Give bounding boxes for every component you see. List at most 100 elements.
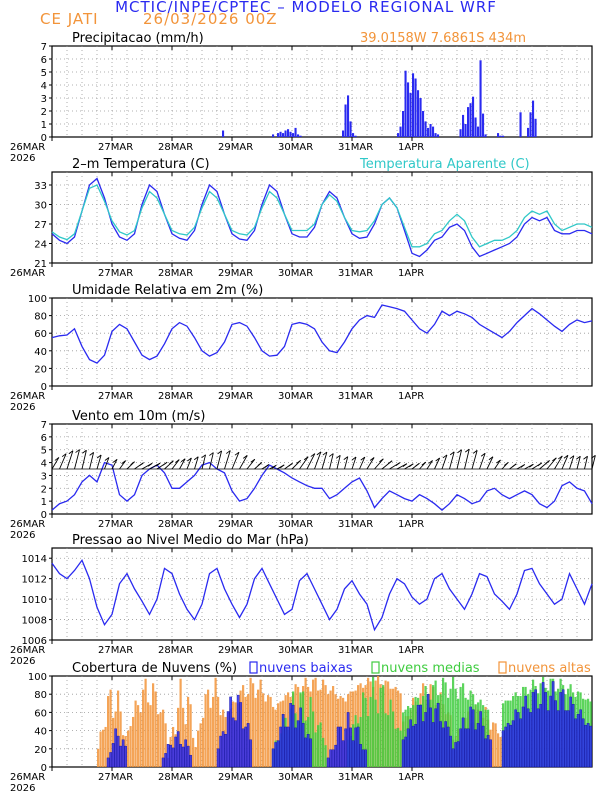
cloud-bar-nuvens-baixas — [284, 726, 287, 768]
wind-barb-feather — [428, 460, 433, 464]
cloud-bar-nuvens-altas — [497, 733, 500, 767]
wind-barb-feather — [112, 458, 118, 463]
precip-bar — [407, 82, 410, 137]
cloud-bar-nuvens-baixas — [536, 708, 540, 768]
wind-barb-feather — [147, 462, 153, 467]
precip-bar — [464, 124, 467, 137]
wind-barb — [576, 456, 581, 470]
wind-barb — [179, 458, 186, 470]
wind-barb-feather — [583, 455, 588, 460]
cloud-bar-nuvens-medias — [367, 716, 370, 767]
y-tick-label: 0 — [41, 510, 47, 521]
cloud-bar-nuvens-altas — [327, 694, 330, 767]
panel-title: Pressao ao Nivel Medio do Mar (hPa) — [72, 533, 309, 548]
cloud-bar-nuvens-altas — [139, 712, 142, 767]
cloud-bar-nuvens-baixas — [351, 740, 355, 768]
cloud-bar-nuvens-baixas — [509, 724, 512, 768]
x-tick-label: 1APR — [398, 142, 424, 153]
y-tick-label: 4 — [41, 459, 47, 470]
cloud-bar-nuvens-baixas — [276, 740, 280, 768]
cloud-bar-nuvens-baixas — [244, 726, 247, 768]
precip-bar — [347, 95, 350, 137]
wind-barb-feather — [288, 462, 293, 467]
cloud-bar-nuvens-baixas — [489, 739, 492, 768]
y-tick-label: 33 — [34, 181, 47, 192]
cloud-bar-nuvens-medias — [369, 696, 372, 767]
x-tick-label: 28MAR — [158, 519, 193, 530]
wind-barb — [546, 457, 557, 470]
precip-bar — [519, 112, 522, 137]
y-tick-label: 40 — [34, 727, 47, 738]
y-tick-label: 40 — [34, 347, 47, 358]
cloud-bar-nuvens-baixas — [114, 728, 117, 768]
cloud-bar-nuvens-baixas — [119, 745, 122, 768]
precip-bar — [437, 134, 440, 137]
wind-barb-feather — [242, 455, 248, 459]
cloud-bar-nuvens-altas — [204, 694, 207, 767]
cloud-bar-nuvens-medias — [309, 696, 312, 767]
cloud-bar-nuvens-baixas — [469, 706, 472, 768]
cloud-bar-nuvens-baixas — [481, 725, 485, 768]
series-line-vento-em-10m-m-s- — [51, 461, 593, 511]
cloud-bar-nuvens-baixas — [541, 682, 545, 768]
cloud-bar-nuvens-baixas — [309, 738, 312, 768]
cloud-bar-nuvens-baixas — [434, 708, 437, 768]
cloud-bar-nuvens-baixas — [574, 718, 577, 768]
cloud-bar-nuvens-baixas — [161, 757, 165, 768]
cloud-bar-nuvens-baixas — [526, 708, 530, 768]
cloud-bar-nuvens-baixas — [554, 700, 557, 768]
precip-bar — [279, 131, 282, 137]
cloud-bar-nuvens-altas — [157, 714, 160, 767]
wind-barb-feather — [503, 462, 509, 466]
cloud-bar-nuvens-baixas — [474, 729, 477, 768]
legend-apparent-temp: Temperatura Aparente (C) — [359, 157, 530, 172]
x-tick-label: 27MAR — [98, 391, 133, 402]
wind-barb — [486, 456, 494, 470]
cloud-bar-nuvens-altas — [499, 736, 502, 767]
cloud-bar-nuvens-baixas — [449, 735, 452, 768]
cloud-bar-nuvens-altas — [164, 723, 167, 767]
wind-barb — [456, 449, 463, 470]
wind-barb-feather — [217, 450, 222, 455]
x-tick-label: 30MAR — [278, 645, 313, 656]
wind-barb — [591, 455, 596, 470]
cloud-bar-nuvens-medias — [364, 697, 367, 767]
cloud-bar-nuvens-baixas — [589, 725, 592, 768]
wind-barb — [171, 459, 180, 470]
y-tick-label: 1 — [41, 120, 47, 131]
precip-bar — [419, 98, 422, 137]
cloud-bar-nuvens-baixas — [121, 739, 125, 768]
wind-barb — [104, 457, 110, 470]
wind-barb — [51, 457, 60, 470]
precip-bar — [459, 129, 462, 137]
x-tick-label: 31MAR — [338, 519, 373, 530]
cloud-bar-nuvens-baixas — [511, 720, 515, 768]
wind-barb-feather — [457, 449, 462, 454]
precip-bar — [414, 78, 417, 137]
cloud-bar-nuvens-medias — [312, 711, 315, 767]
cloud-bar-nuvens-altas — [102, 729, 105, 767]
cloud-bar-nuvens-baixas — [334, 744, 337, 768]
precip-bar — [404, 70, 407, 137]
wind-barb-feather — [130, 461, 135, 466]
precip-bar — [424, 121, 427, 137]
precip-bar — [412, 73, 415, 137]
cloud-bar-nuvens-altas — [252, 683, 255, 767]
x-year-label: 2026 — [10, 153, 35, 164]
cloud-bar-nuvens-baixas — [166, 744, 170, 768]
x-tick-label: 30MAR — [278, 772, 313, 783]
cloud-bar-nuvens-baixas — [431, 722, 435, 768]
precip-bar — [477, 126, 480, 137]
station-location: 39.0158W 7.6861S 434m — [360, 31, 526, 46]
cloud-bar-nuvens-altas — [269, 696, 272, 767]
cloud-bar-nuvens-medias — [374, 699, 377, 767]
panel-temp: 21 24 27 30 33 26MAR 27MAR 28MAR 29MAR 30MAR 31MAR… — [10, 157, 593, 279]
wind-barb-feather — [369, 457, 375, 461]
cloud-bar-nuvens-medias — [322, 737, 325, 767]
cloud-bar-nuvens-baixas — [414, 724, 417, 768]
cloud-bar-nuvens-baixas — [116, 735, 120, 768]
cloud-bar-nuvens-altas — [187, 696, 190, 767]
y-tick-label: 80 — [34, 312, 47, 323]
cloud-bar-nuvens-altas — [214, 677, 217, 767]
x-tick-label: 26MAR — [10, 391, 45, 402]
